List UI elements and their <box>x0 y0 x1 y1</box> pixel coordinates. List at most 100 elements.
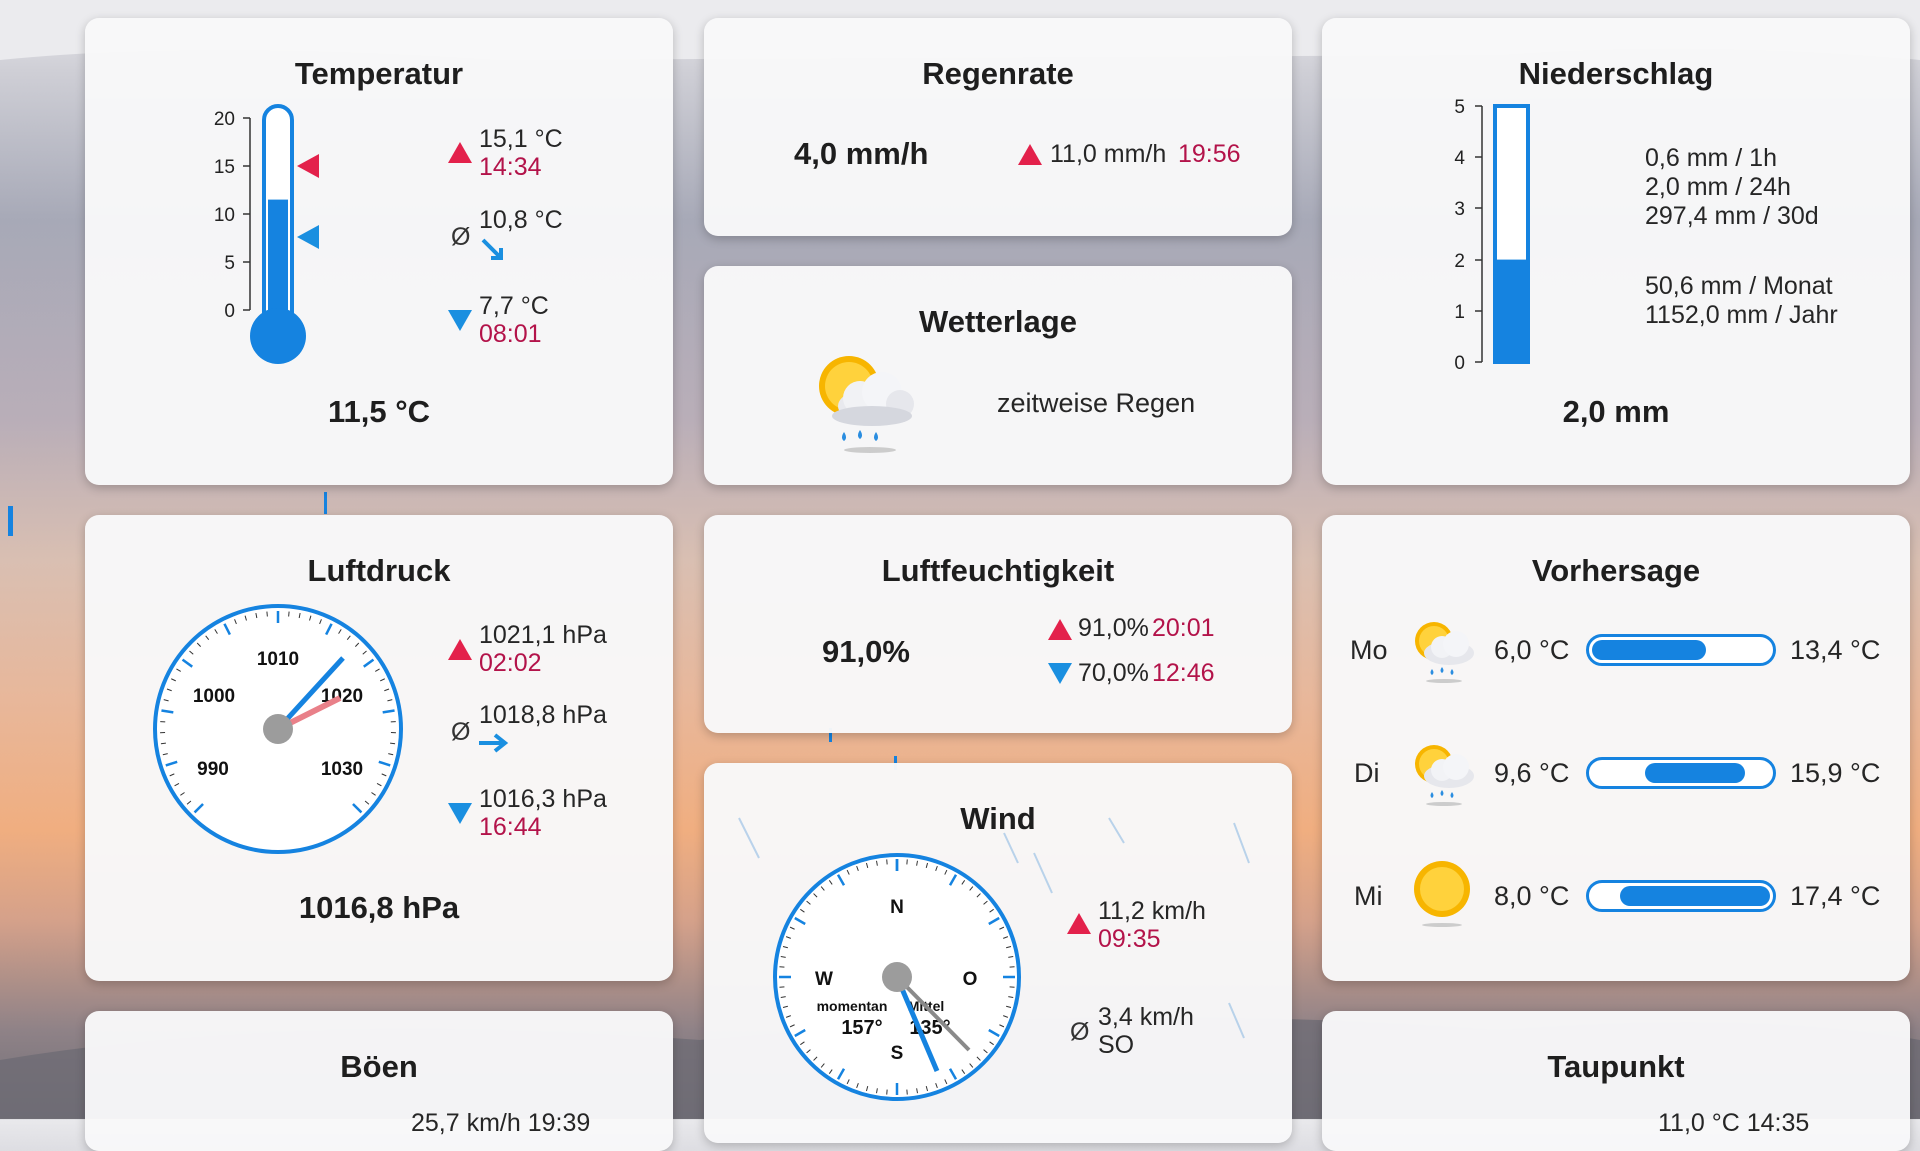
momentan-value: 157° <box>841 1017 882 1039</box>
scale-tick-label: 5 <box>224 253 235 274</box>
avg-symbol: Ø <box>451 223 470 252</box>
needle-hub <box>263 714 293 744</box>
current-rainrate: 4,0 mm/h <box>794 136 928 172</box>
card-title: Luftfeuchtigkeit <box>704 553 1292 589</box>
current-temperature: 11,5 °C <box>85 394 673 430</box>
gusts-card: Böen 25,7 km/h 19:39 <box>85 1011 673 1151</box>
forecast-low: 6,0 °C <box>1494 635 1569 666</box>
forecast-high: 17,4 °C <box>1790 881 1880 912</box>
forecast-high: 13,4 °C <box>1790 635 1880 666</box>
max-triangle-icon <box>1018 144 1042 165</box>
humidity-card: Luftfeuchtigkeit 91,0% 91,0% 20:01 70,0%… <box>704 515 1292 733</box>
max-time: 14:34 <box>479 153 542 182</box>
scale-tick-label: 2 <box>1454 251 1465 272</box>
forecast-high: 15,9 °C <box>1790 758 1880 789</box>
scale-tick-label: 4 <box>1454 148 1465 169</box>
max-value: 15,1 °C <box>479 125 563 154</box>
min-triangle-icon <box>1048 663 1072 684</box>
forecast-range-fill <box>1645 763 1745 783</box>
avg-value: 3,4 km/h <box>1098 1003 1194 1032</box>
dial-label: 990 <box>197 759 229 780</box>
forecast-low: 8,0 °C <box>1494 881 1569 912</box>
current-pressure: 1016,8 hPa <box>85 890 673 926</box>
current-humidity: 91,0% <box>822 634 910 670</box>
forecast-day: Mi <box>1354 881 1383 912</box>
max-triangle-icon <box>1067 913 1091 934</box>
sun-cloud-rain-icon <box>804 346 924 456</box>
scale-tick-label: 0 <box>1454 353 1465 374</box>
min-time: 08:01 <box>479 320 542 349</box>
precip-year: 1152,0 mm / Jahr <box>1645 301 1838 330</box>
compass-south: S <box>891 1043 904 1064</box>
forecast-day: Di <box>1354 758 1380 789</box>
scale-tick-label: 5 <box>1454 97 1465 118</box>
gusts-partial-text: 25,7 km/h 19:39 <box>411 1109 590 1138</box>
dial-tick <box>161 743 166 744</box>
max-value: 91,0% <box>1078 614 1149 643</box>
max-value: 11,2 km/h <box>1098 897 1206 926</box>
max-time: 02:02 <box>479 649 542 678</box>
precipitation-card: Niederschlag 5 4 3 2 1 0 0,6 mm / 1h 2,0… <box>1322 18 1910 485</box>
trend-right-arrow-icon <box>477 732 513 754</box>
scale-tick-label: 10 <box>214 205 235 226</box>
min-time: 12:46 <box>1152 659 1215 688</box>
thermometer-scale <box>243 118 250 310</box>
precip-1h: 0,6 mm / 1h <box>1645 144 1777 173</box>
avg-value: 10,8 °C <box>479 206 563 235</box>
max-value: 11,0 mm/h <box>1050 140 1166 169</box>
trend-down-arrow-icon <box>479 236 509 266</box>
avg-symbol: Ø <box>1070 1018 1089 1047</box>
forecast-range-fill <box>1620 886 1770 906</box>
weather-card: Wetterlage zeitweise Regen <box>704 266 1292 485</box>
forecast-low: 9,6 °C <box>1494 758 1569 789</box>
max-time: 09:35 <box>1098 925 1161 954</box>
dewpoint-partial-text: 11,0 °C 14:35 <box>1658 1109 1809 1138</box>
precip-month: 50,6 mm / Monat <box>1645 272 1833 301</box>
dewpoint-card: Taupunkt 11,0 °C 14:35 <box>1322 1011 1910 1151</box>
card-title: Wetterlage <box>704 304 1292 340</box>
avg-direction: SO <box>1098 1031 1134 1060</box>
compass-north: N <box>890 897 904 918</box>
scale-tick-label: 3 <box>1454 199 1465 220</box>
thermometer-bulb <box>250 308 306 364</box>
min-value: 1016,3 hPa <box>479 785 607 814</box>
max-triangle-icon <box>1048 619 1072 640</box>
avg-value: 1018,8 hPa <box>479 701 607 730</box>
min-value: 70,0% <box>1078 659 1149 688</box>
compass-east: O <box>963 969 978 990</box>
card-title: Böen <box>85 1049 673 1085</box>
scale-tick-label: 0 <box>224 301 235 322</box>
max-time: 20:01 <box>1152 614 1215 643</box>
forecast-range-bar <box>1586 634 1776 666</box>
max-triangle-icon <box>448 639 472 660</box>
forecast-card: Vorhersage Mo 6,0 °C 13,4 °C Di 9,6 °C 1… <box>1322 515 1910 981</box>
card-title: Taupunkt <box>1322 1049 1910 1085</box>
momentan-label: momentan <box>817 998 888 1014</box>
pressure-card: Luftdruck 990 1000 1010 1020 1030 1021,1… <box>85 515 673 981</box>
dial-label: 1030 <box>321 759 363 780</box>
min-triangle-icon <box>448 310 472 331</box>
card-title: Regenrate <box>704 56 1292 92</box>
card-title: Vorhersage <box>1322 553 1910 589</box>
max-time: 19:56 <box>1178 140 1241 169</box>
scale-tick-label: 1 <box>1454 302 1465 323</box>
wind-card: Wind N O S W momentan 157° Mittel 135° 1… <box>704 763 1292 1143</box>
forecast-range-bar <box>1586 757 1776 789</box>
forecast-range-bar <box>1586 880 1776 912</box>
rainrate-card: Regenrate 4,0 mm/h 11,0 mm/h 19:56 <box>704 18 1292 236</box>
max-value: 1021,1 hPa <box>479 621 607 650</box>
wind-compass: N O S W momentan 157° Mittel 135° <box>704 763 1292 1143</box>
compass-west: W <box>815 969 833 990</box>
scale-tick-label: 15 <box>214 157 235 178</box>
avg-symbol: Ø <box>451 718 470 747</box>
precipitation-fill <box>1497 260 1526 362</box>
dial-tick <box>390 743 395 744</box>
temperature-card: Temperatur 20 15 10 5 0 15,1 °C 14:34 Ø … <box>85 18 673 485</box>
max-triangle-icon <box>448 142 472 163</box>
min-triangle-icon <box>448 803 472 824</box>
forecast-range-fill <box>1592 640 1706 660</box>
max-marker-icon <box>297 154 319 178</box>
current-precipitation: 2,0 mm <box>1322 394 1910 430</box>
forecast-day: Mo <box>1350 635 1388 666</box>
avg-marker-icon <box>297 225 319 249</box>
